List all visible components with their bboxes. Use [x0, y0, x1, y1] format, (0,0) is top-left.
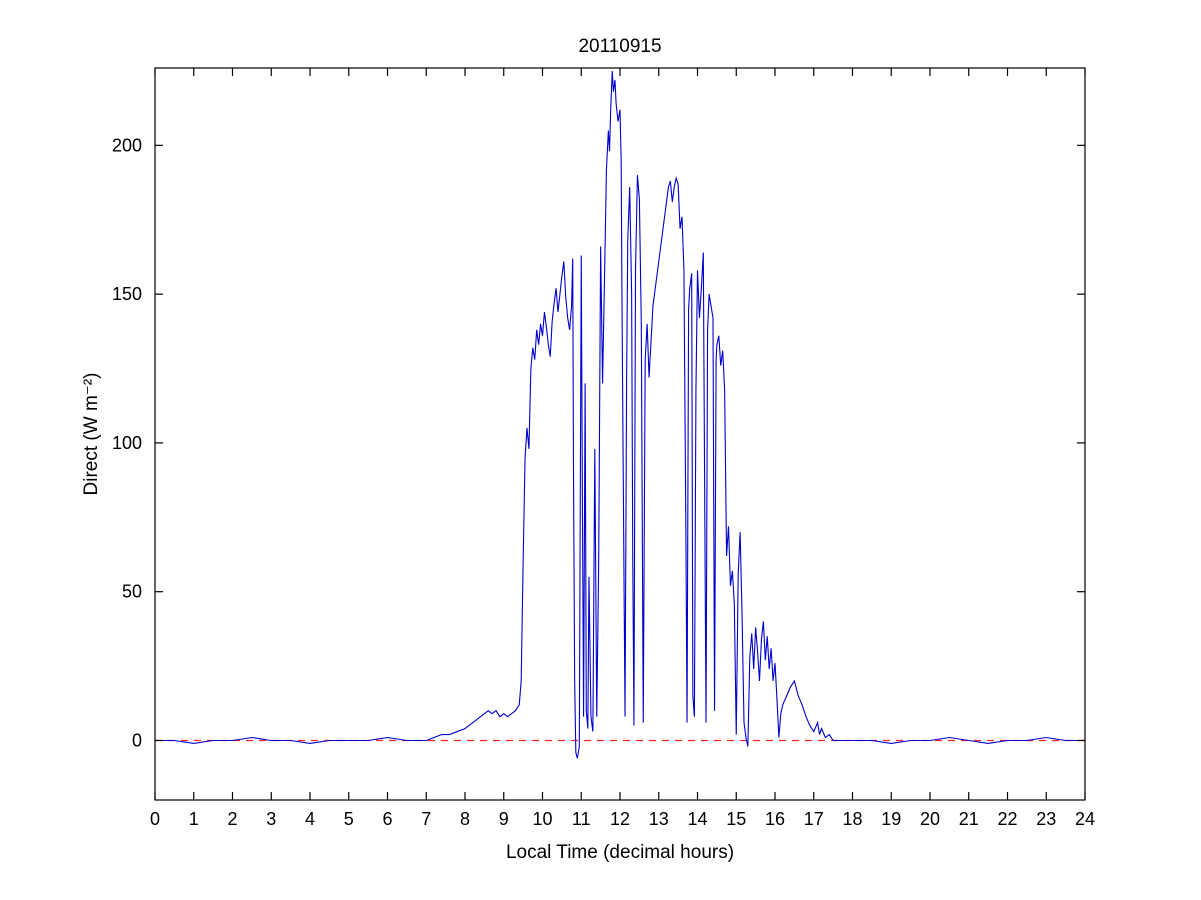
x-tick-label: 6: [382, 809, 392, 829]
y-axis-label: Direct (W m⁻²): [81, 373, 102, 496]
x-tick-label: 14: [687, 809, 707, 829]
x-tick-label: 11: [572, 809, 591, 829]
x-tick-label: 9: [499, 809, 509, 829]
x-tick-label: 21: [959, 809, 979, 829]
x-tick-label: 18: [842, 809, 862, 829]
x-tick-label: 7: [421, 809, 431, 829]
x-axis-label: Local Time (decimal hours): [506, 842, 734, 863]
y-tick-label: 50: [122, 582, 142, 602]
y-tick-label: 0: [132, 730, 142, 750]
x-tick-label: 24: [1075, 809, 1095, 829]
x-tick-label: 5: [344, 809, 354, 829]
x-tick-label: 10: [532, 809, 552, 829]
x-tick-label: 20: [920, 809, 940, 829]
y-tick-label: 100: [112, 433, 142, 453]
x-tick-label: 0: [150, 809, 160, 829]
x-tick-label: 12: [610, 809, 630, 829]
x-tick-label: 1: [189, 809, 199, 829]
plot-area: [155, 68, 1085, 800]
tick-marks: [154, 68, 1086, 800]
x-tick-label: 23: [1036, 809, 1056, 829]
y-tick-labels: 0 50 100 150 200: [112, 135, 142, 750]
x-tick-label: 22: [997, 809, 1017, 829]
x-tick-label: 3: [266, 809, 276, 829]
x-tick-label: 19: [881, 809, 901, 829]
x-tick-label: 17: [804, 809, 824, 829]
chart-title: 20110915: [578, 36, 661, 57]
x-tick-label: 15: [726, 809, 746, 829]
x-tick-label: 4: [305, 809, 315, 829]
y-tick-label: 150: [112, 284, 142, 304]
x-tick-label: 2: [227, 809, 237, 829]
x-tick-label: 13: [649, 809, 669, 829]
x-tick-label: 8: [460, 809, 470, 829]
x-tick-labels: 0 1 2 3 4 5 6 7 8 9 10 11 12 13 14 15 16 17 18 19 20 21 22 23 24: [150, 809, 1095, 829]
y-tick-label: 200: [112, 135, 142, 155]
irradiance-series-line: [155, 70, 1085, 759]
x-tick-label: 16: [765, 809, 785, 829]
